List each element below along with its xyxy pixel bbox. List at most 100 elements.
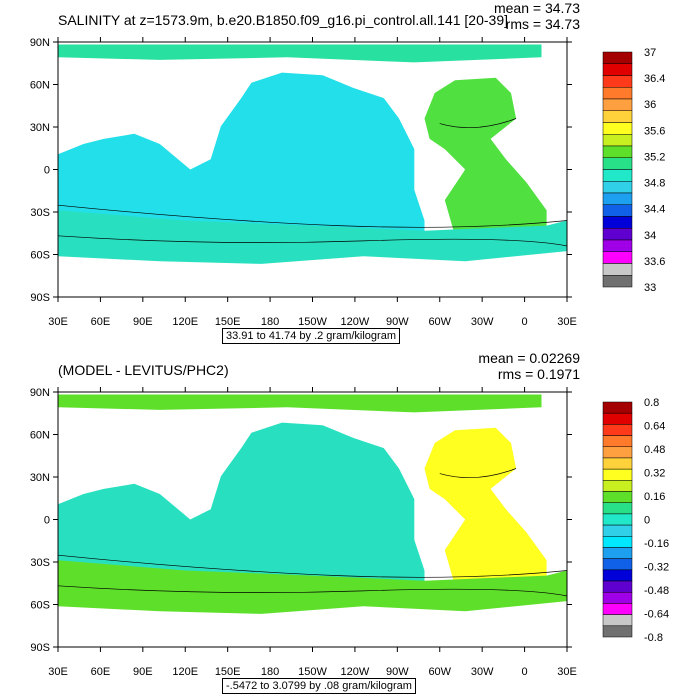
colorbar-label: -0.64 <box>644 609 669 621</box>
colorbar-label: 37 <box>644 47 656 59</box>
contour-line <box>439 118 517 128</box>
x-tick-label: 30E <box>557 666 577 678</box>
x-tick-label: 90W <box>386 666 409 678</box>
colorbar-swatch <box>602 204 633 217</box>
panel-salinity: SALINITY at z=1573.9m, b.e20.B1850.f09_g… <box>30 0 665 344</box>
colorbar-label: 36.4 <box>644 73 665 85</box>
x-tick-label: 180 <box>261 316 279 328</box>
colorbar-swatch <box>602 63 633 76</box>
y-tick-label: 0 <box>44 165 50 177</box>
y-tick-label: 90S <box>30 292 50 304</box>
colorbar-swatch <box>602 412 633 425</box>
y-tick-label: 30S <box>30 207 50 219</box>
arctic-ocean-region <box>58 44 542 63</box>
x-tick-label: 120W <box>341 666 370 678</box>
panel-difference: (MODEL - LEVITUS/PHC2) mean = 0.02269 rm… <box>0 350 700 700</box>
y-tick-label: 30S <box>30 557 50 569</box>
colorbar-swatch <box>602 75 633 88</box>
colorbar-swatch <box>602 580 633 593</box>
x-tick-label: 120E <box>172 316 198 328</box>
colorbar-swatch <box>602 502 633 515</box>
colorbar-swatch <box>602 558 633 571</box>
pacific-indian-ocean-region <box>58 72 425 241</box>
colorbar-swatch <box>602 169 633 182</box>
contour-line <box>57 585 568 597</box>
colorbar-label: 34 <box>644 230 656 242</box>
colorbar-swatch <box>602 457 633 470</box>
southern-ocean-region <box>58 210 567 264</box>
colorbar-label: 0.16 <box>644 491 665 503</box>
y-tick-label: 30N <box>30 472 50 484</box>
colorbar-swatch <box>602 110 633 123</box>
colorbar-swatch <box>602 603 633 615</box>
colorbar-swatch <box>602 145 633 158</box>
colorbar-swatch <box>602 536 633 548</box>
colorbar-swatch <box>602 446 633 459</box>
x-tick-label: 60W <box>428 666 451 678</box>
colorbar-label: 34.4 <box>644 204 665 216</box>
y-tick-label: 90S <box>30 642 50 654</box>
x-tick-label: 90E <box>133 316 153 328</box>
x-tick-label: 30W <box>471 316 494 328</box>
colorbar-swatch <box>602 263 633 276</box>
colorbar-label: 0 <box>644 515 650 527</box>
colorbar-swatch <box>602 524 633 537</box>
x-tick-label: 0 <box>522 666 528 678</box>
colorbar-label: 35.2 <box>644 151 665 163</box>
atlantic-ocean-region <box>424 77 547 236</box>
y-tick-label: 90N <box>30 37 50 49</box>
x-tick-label: 0 <box>522 316 528 328</box>
colorbar-swatch <box>602 98 633 111</box>
rms-value: rms = 0.1971 <box>497 366 580 382</box>
panel-title: (MODEL - LEVITUS/PHC2) <box>58 362 229 378</box>
colorbar-swatch <box>602 491 633 503</box>
y-tick-label: 60S <box>30 250 50 262</box>
colorbar-swatch <box>602 513 633 526</box>
colorbar-swatch <box>602 228 633 241</box>
colorbar-label: 36 <box>644 99 656 111</box>
contour-line <box>57 235 568 247</box>
colorbar-swatch <box>602 569 633 582</box>
x-tick-label: 90W <box>386 316 409 328</box>
colorbar-label: 33 <box>644 282 656 294</box>
colorbar-label: -0.8 <box>644 632 663 644</box>
colorbar-swatch <box>602 401 633 414</box>
colorbar-label: 0.8 <box>644 397 659 409</box>
colorbar-swatch <box>602 87 633 100</box>
x-tick-label: 30W <box>471 666 494 678</box>
x-tick-label: 30E <box>48 666 68 678</box>
x-tick-label: 30E <box>48 316 68 328</box>
mean-value: mean = 34.73 <box>493 0 580 16</box>
colorbar-swatch <box>602 625 633 638</box>
colorbar-swatch <box>602 157 633 170</box>
contour-range-box: 33.91 to 41.74 by .2 gram/kilogram <box>222 328 400 344</box>
colorbar-label: -0.48 <box>644 585 669 597</box>
y-tick-label: 90N <box>30 387 50 399</box>
colorbar-swatch <box>602 591 633 604</box>
x-tick-label: 30E <box>557 316 577 328</box>
x-tick-label: 60E <box>91 666 111 678</box>
y-tick-label: 30N <box>30 122 50 134</box>
x-tick-label: 180 <box>261 666 279 678</box>
pacific-indian-ocean-region <box>58 422 425 591</box>
map-plot: 30E 60E 90E 120E 150E 180 150W 120W 90W 60W 30W 0 30… <box>30 387 669 678</box>
y-tick-label: 60N <box>30 430 50 442</box>
y-tick-label: 60N <box>30 80 50 92</box>
rms-value: rms = 34.73 <box>505 16 580 32</box>
x-tick-label: 90E <box>133 666 153 678</box>
colorbar-label: 0.64 <box>644 421 665 433</box>
x-tick-label: 120W <box>341 316 370 328</box>
colorbar-swatch <box>602 134 633 147</box>
contour-line <box>439 468 517 478</box>
colorbar-swatch <box>602 435 633 448</box>
arctic-ocean-region <box>58 394 542 413</box>
colorbar-swatch <box>602 122 633 135</box>
colorbar-label: 0.32 <box>644 468 665 480</box>
colorbar-swatch <box>602 480 633 492</box>
contour-line <box>57 554 568 578</box>
colorbar-swatch <box>602 614 633 627</box>
colorbar-swatch <box>602 181 633 194</box>
colorbar-swatch <box>602 547 633 559</box>
colorbar-label: 33.6 <box>644 256 665 268</box>
colorbar-swatch <box>602 424 633 436</box>
